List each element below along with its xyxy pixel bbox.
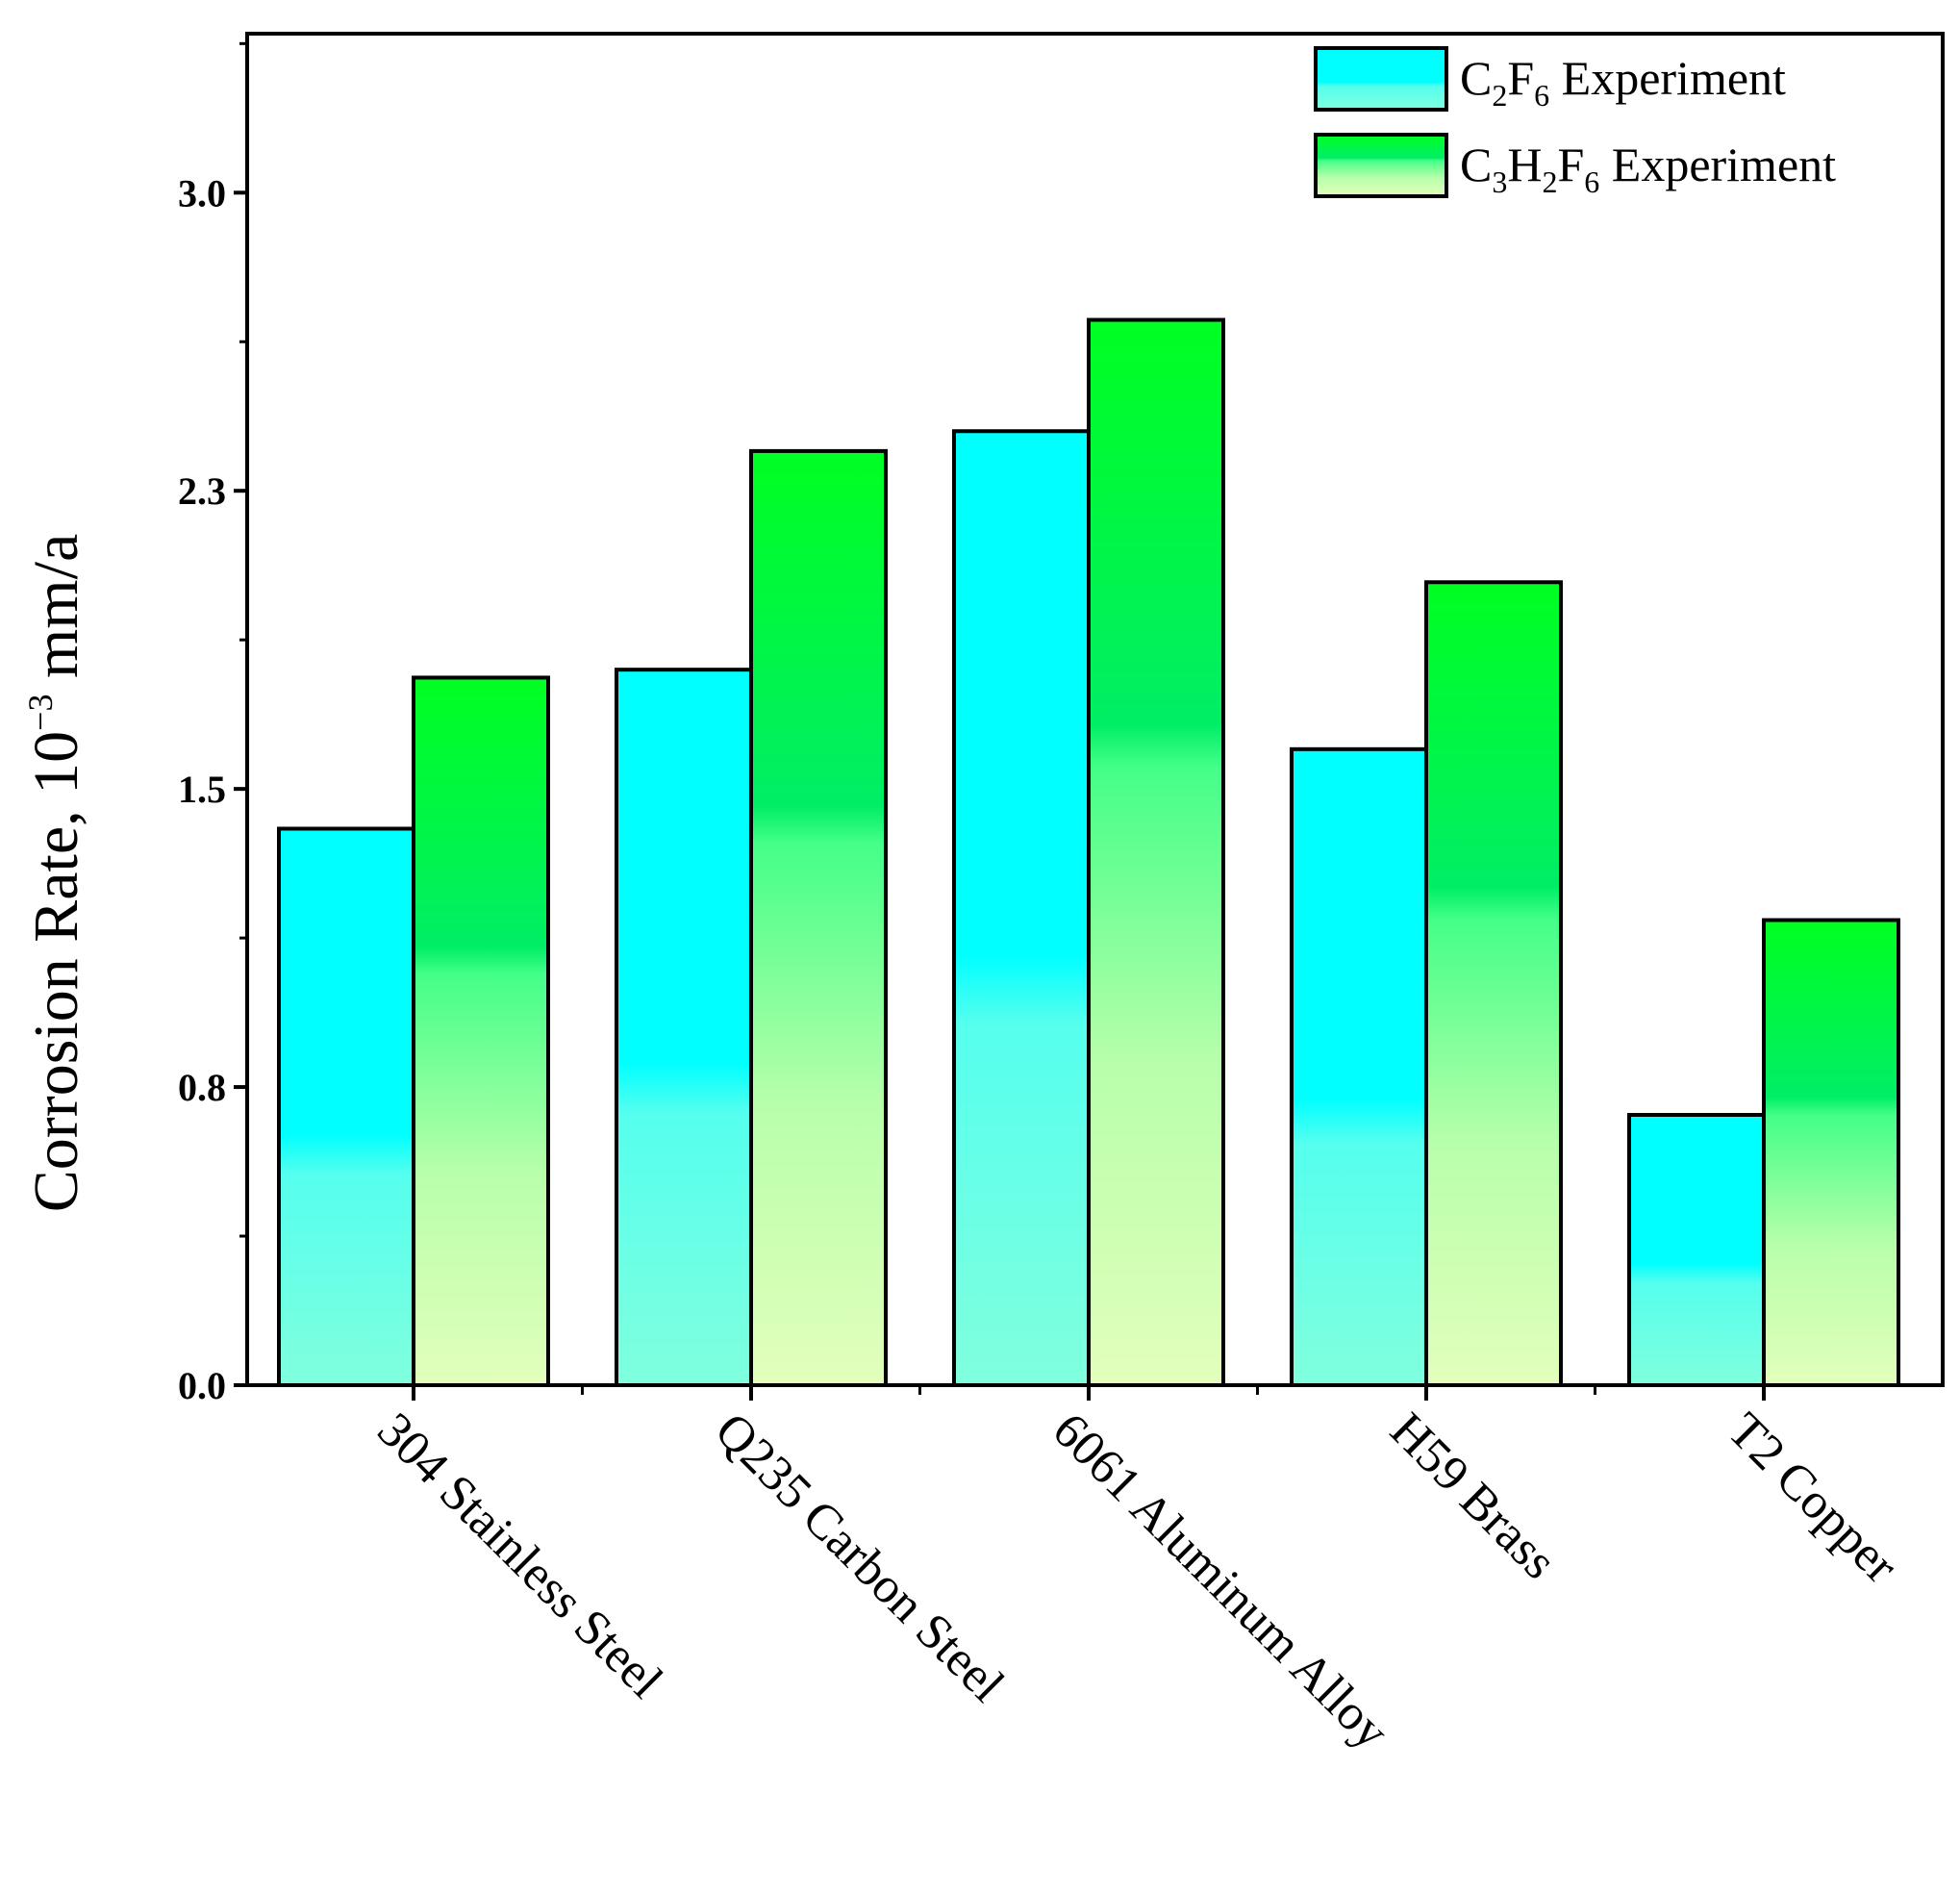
- bar-c2f6-3: [952, 429, 1091, 1387]
- plot-frame: [245, 32, 1945, 1387]
- x-category-label: 304 Stainless Steel: [367, 1402, 673, 1708]
- legend-swatch-c3h2f6: [1314, 133, 1448, 198]
- y-title-exponent: −3: [21, 695, 60, 731]
- x-category-label: T2 Copper: [1718, 1402, 1909, 1594]
- y-tick-label: 3.0: [178, 171, 226, 215]
- y-axis-title: Corrosion Rate, 10−3 mm/a: [21, 534, 91, 1213]
- bar-c3h2f6-2: [749, 448, 888, 1388]
- bar-c2f6-1: [277, 826, 415, 1387]
- bar-c3h2f6-1: [412, 675, 550, 1387]
- x-category-label: Q235 Carbon Steel: [705, 1402, 1015, 1712]
- x-axis-categories: 304 Stainless Steel Q235 Carbon Steel 6061…: [367, 1385, 1909, 1759]
- axes: [245, 32, 1945, 1387]
- x-category-label: 6061 Aluminum Alloy: [1043, 1402, 1399, 1759]
- bar-c2f6-4: [1290, 746, 1428, 1387]
- y-axis-ticks: 0.0 0.8 1.5 2.3 3.0: [178, 41, 247, 1407]
- y-tick-label: 0.8: [178, 1066, 226, 1109]
- bar-c2f6-5: [1627, 1113, 1766, 1387]
- x-category-label: H59 Brass: [1380, 1402, 1568, 1590]
- y-tick-label: 0.0: [178, 1364, 226, 1407]
- bar-c3h2f6-3: [1087, 317, 1225, 1387]
- y-title-unit: mm/a: [21, 534, 91, 695]
- legend-label-c2f6: C2F6 Experiment: [1460, 51, 1786, 113]
- bar-c2f6-2: [615, 668, 753, 1387]
- y-tick-label: 2.3: [178, 469, 226, 513]
- legend: C2F6 Experiment C3H2F6 Experiment: [1314, 46, 1836, 199]
- bar-c3h2f6-4: [1424, 580, 1563, 1387]
- legend-label-c3h2f6: C3H2F6 Experiment: [1460, 138, 1836, 199]
- bar-c3h2f6-5: [1762, 918, 1900, 1387]
- legend-swatch-c2f6: [1314, 46, 1448, 112]
- y-title-main: Corrosion Rate, 10: [21, 731, 91, 1212]
- y-tick-label: 1.5: [178, 768, 226, 811]
- bars: [277, 317, 1900, 1388]
